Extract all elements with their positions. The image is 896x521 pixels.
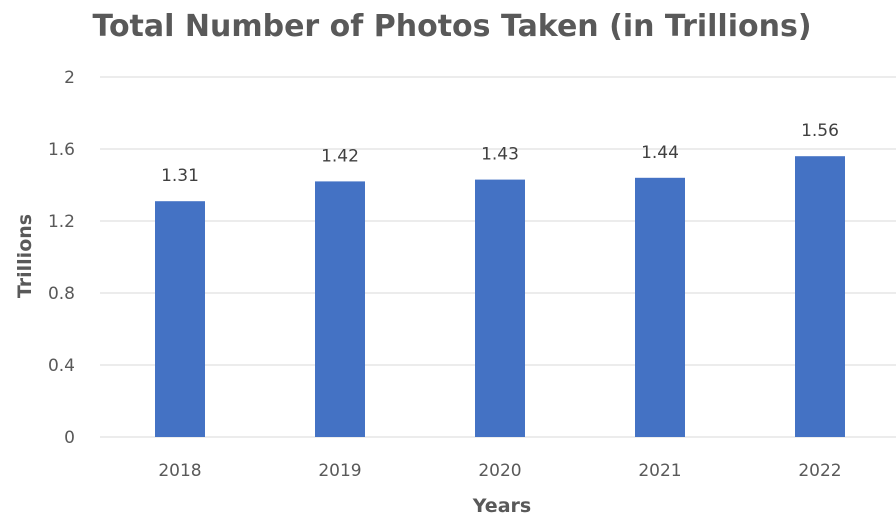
- x-tick-label: 2022: [798, 461, 841, 481]
- y-tick-label: 1.6: [48, 140, 75, 160]
- data-label: 1.42: [321, 146, 359, 166]
- y-axis-title: Trillions: [14, 214, 36, 298]
- y-tick-label: 0.4: [48, 356, 75, 376]
- x-axis-title: Years: [472, 495, 531, 517]
- data-label: 1.56: [801, 121, 839, 141]
- bar: [475, 179, 525, 437]
- x-tick-label: 2018: [158, 461, 201, 481]
- x-tick-label: 2019: [318, 461, 361, 481]
- bars: [155, 156, 845, 438]
- data-label: 1.43: [481, 145, 519, 165]
- x-axis-tick-labels: 2018 2019 2020 2021 2022: [158, 461, 841, 481]
- y-axis-tick-labels: 0 0.4 0.8 1.2 1.6 2: [48, 68, 75, 448]
- data-labels: 1.31 1.42 1.43 1.44 1.56: [161, 121, 839, 186]
- bar: [635, 177, 685, 438]
- x-tick-label: 2021: [638, 461, 681, 481]
- bar: [795, 156, 845, 437]
- y-tick-label: 2: [64, 68, 75, 88]
- data-label: 1.44: [641, 143, 679, 163]
- y-tick-label: 0: [64, 428, 75, 448]
- bar: [155, 201, 205, 437]
- data-label: 1.31: [161, 166, 199, 186]
- x-tick-label: 2020: [478, 461, 521, 481]
- y-tick-label: 1.2: [48, 212, 75, 232]
- y-tick-label: 0.8: [48, 284, 75, 304]
- chart-title: Total Number of Photos Taken (in Trillio…: [92, 9, 811, 44]
- bar: [315, 181, 365, 437]
